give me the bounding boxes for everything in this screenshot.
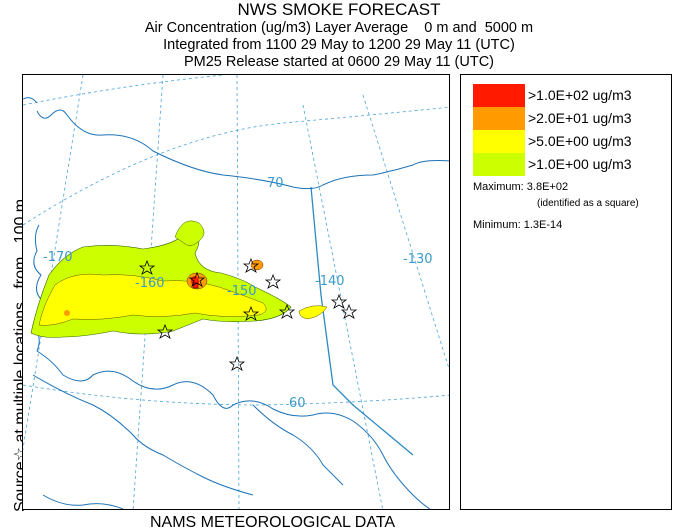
- star-icon: [156, 323, 174, 339]
- star-icon: [340, 303, 358, 319]
- legend-swatch: [473, 107, 525, 130]
- star-icon: [242, 257, 260, 273]
- lat-line-70: [23, 106, 449, 226]
- meteorological-data-label: NAMS METEOROLOGICAL DATA: [150, 514, 396, 531]
- alaska-smoke-map: -170 -160 -150 -140 -130 70 60: [23, 75, 449, 509]
- peninsula-coast: [32, 374, 254, 496]
- smoke-contour-mid: [38, 273, 267, 326]
- lon-label-170: -170: [43, 250, 73, 265]
- forecast-title: NWS SMOKE FORECAST: [237, 0, 441, 19]
- smoke-hotspot-3: [64, 310, 70, 316]
- legend-item: >5.0E+00 ug/m3: [473, 130, 663, 153]
- lon-label-160: -160: [135, 276, 165, 291]
- smoke-plume: [30, 220, 328, 338]
- lon-line-140: [302, 104, 384, 509]
- legend-item: >1.0E+02 ug/m3: [473, 84, 663, 107]
- smoke-patch-east: [298, 305, 328, 320]
- aleutian-coast: [42, 494, 124, 509]
- lat-line-60: [23, 384, 449, 406]
- legend-swatch: [473, 130, 525, 153]
- lon-label-130: -130: [403, 252, 433, 267]
- lon-line-130: [362, 94, 449, 370]
- legend-label: >1.0E+02 ug/m3: [528, 87, 632, 103]
- star-icon: [330, 293, 348, 309]
- star-icon: [228, 355, 246, 371]
- maximum-value: Maximum: 3.8E+02: [473, 181, 569, 193]
- lat-line-80: [23, 75, 224, 106]
- star-icon: [138, 259, 156, 275]
- legend-item: >2.0E+01 ug/m3: [473, 107, 663, 130]
- star-icon: [264, 273, 282, 289]
- legend-swatch: [473, 153, 525, 176]
- integration-period: Integrated from 1100 29 May to 1200 29 M…: [163, 37, 515, 53]
- lon-label-150: -150: [227, 284, 257, 299]
- gulf-coast: [252, 404, 344, 486]
- legend-item: >1.0E+00 ug/m3: [473, 153, 663, 176]
- legend-label: >2.0E+01 ug/m3: [528, 110, 632, 126]
- legend-label: >5.0E+00 ug/m3: [528, 133, 632, 149]
- lat-label-60: 60: [289, 396, 306, 411]
- star-icon: [188, 271, 206, 287]
- concentration-subtitle: Air Concentration (ug/m3) Layer Average …: [144, 20, 534, 36]
- lat-label-70: 70: [267, 176, 284, 191]
- legend-label: >1.0E+00 ug/m3: [528, 156, 632, 172]
- border-line: [310, 186, 414, 456]
- source-markers: [138, 257, 358, 371]
- legend-panel: >1.0E+02 ug/m3 >2.0E+01 ug/m3 >5.0E+00 u…: [460, 74, 672, 510]
- map-panel: -170 -160 -150 -140 -130 70 60: [22, 74, 450, 510]
- maximum-note: (identified as a square): [537, 198, 639, 209]
- legend-swatch: [473, 84, 525, 107]
- release-time: PM25 Release started at 0600 29 May 11 (…: [183, 54, 494, 70]
- smoke-plume-hook: [174, 220, 205, 246]
- lon-label-140: -140: [315, 274, 345, 289]
- lon-line-170: [23, 75, 84, 452]
- chukotka-coast: [23, 97, 38, 104]
- star-icon: [278, 303, 296, 319]
- arctic-coast: [36, 109, 449, 190]
- star-icon: [242, 305, 260, 321]
- minimum-value: Minimum: 1.3E-14: [473, 219, 563, 231]
